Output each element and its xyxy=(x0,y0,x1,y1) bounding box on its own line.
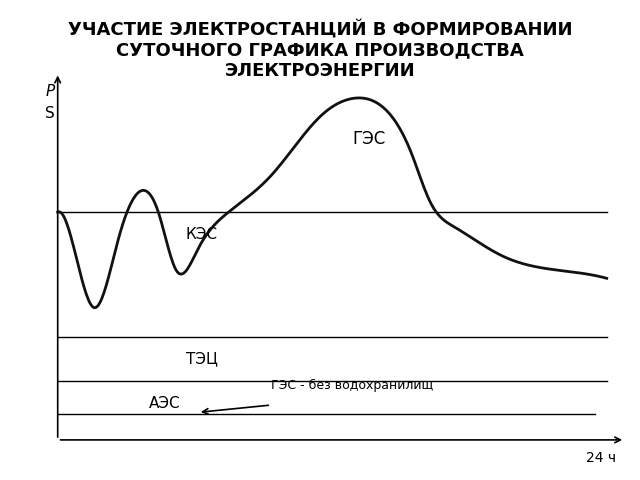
Text: УЧАСТИЕ ЭЛЕКТРОСТАНЦИЙ В ФОРМИРОВАНИИ
СУТОЧНОГО ГРАФИКА ПРОИЗВОДСТВА
ЭЛЕКТРОЭНЕР: УЧАСТИЕ ЭЛЕКТРОСТАНЦИЙ В ФОРМИРОВАНИИ СУ… xyxy=(68,19,572,80)
Text: P: P xyxy=(45,84,54,98)
Text: ГЭС - без водохранилищ: ГЭС - без водохранилищ xyxy=(271,379,433,392)
Text: S: S xyxy=(45,106,54,120)
Text: ТЭЦ: ТЭЦ xyxy=(186,352,218,367)
Text: КЭС: КЭС xyxy=(186,227,218,242)
Text: ГЭС: ГЭС xyxy=(352,130,385,148)
Text: АЭС: АЭС xyxy=(149,396,181,411)
Text: 24 ч: 24 ч xyxy=(586,451,616,465)
